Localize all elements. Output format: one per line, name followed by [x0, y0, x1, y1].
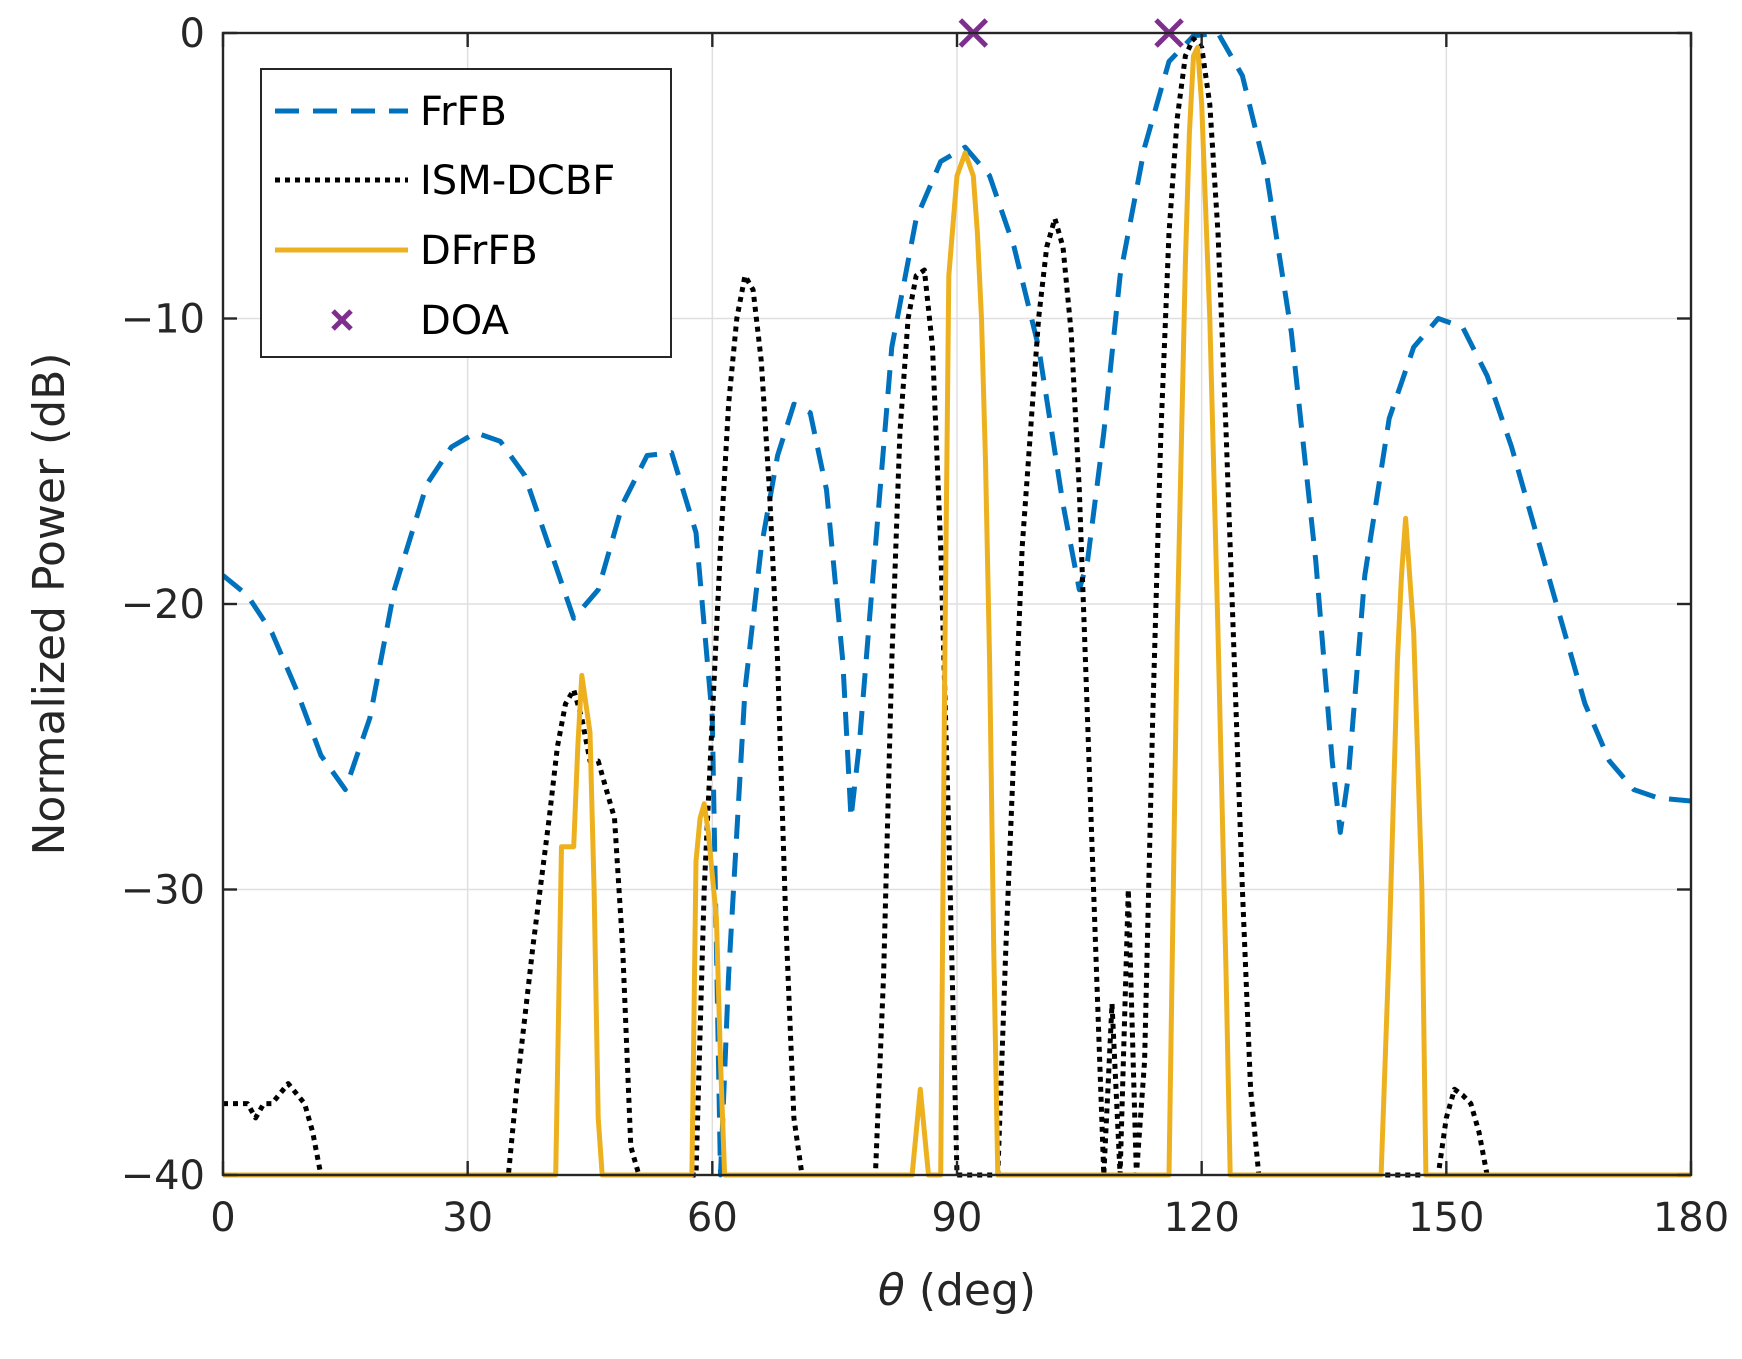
legend-swatch-doa	[331, 309, 353, 331]
y-tick-label: 0	[180, 11, 205, 57]
x-axis-label: θ (deg)	[878, 1265, 1036, 1316]
x-tick-label: 30	[442, 1195, 493, 1241]
tick-labels: 0 30 60 90 120 150 180 0 −10 −20 −30 −40	[121, 11, 1730, 1241]
x-tick-label: 60	[687, 1195, 738, 1241]
series-line-dfrfb	[223, 44, 1691, 1178]
legend-label-ism-dcbf: ISM-DCBF	[420, 158, 615, 204]
legend-label-dfrfb: DFrFB	[420, 228, 538, 274]
legend: FrFB ISM-DCBF DFrFB DOA	[260, 68, 672, 358]
series-line-frfb	[223, 30, 1691, 1178]
y-tick-label: −40	[121, 1153, 205, 1199]
x-tick-label: 90	[932, 1195, 983, 1241]
y-axis-label: Normalized Power (dB)	[24, 353, 75, 856]
x-tick-label: 0	[210, 1195, 235, 1241]
y-tick-label: −10	[121, 297, 205, 343]
legend-label-frfb: FrFB	[420, 89, 507, 135]
y-tick-label: −30	[121, 868, 205, 914]
x-tick-label: 120	[1163, 1195, 1239, 1241]
x-tick-label: 180	[1653, 1195, 1729, 1241]
legend-box	[260, 68, 672, 358]
y-tick-label: −20	[121, 582, 205, 628]
ticks	[221, 31, 1693, 1177]
series-layer	[223, 30, 1691, 1178]
x-tick-label: 150	[1408, 1195, 1484, 1241]
legend-label-doa: DOA	[420, 298, 510, 344]
